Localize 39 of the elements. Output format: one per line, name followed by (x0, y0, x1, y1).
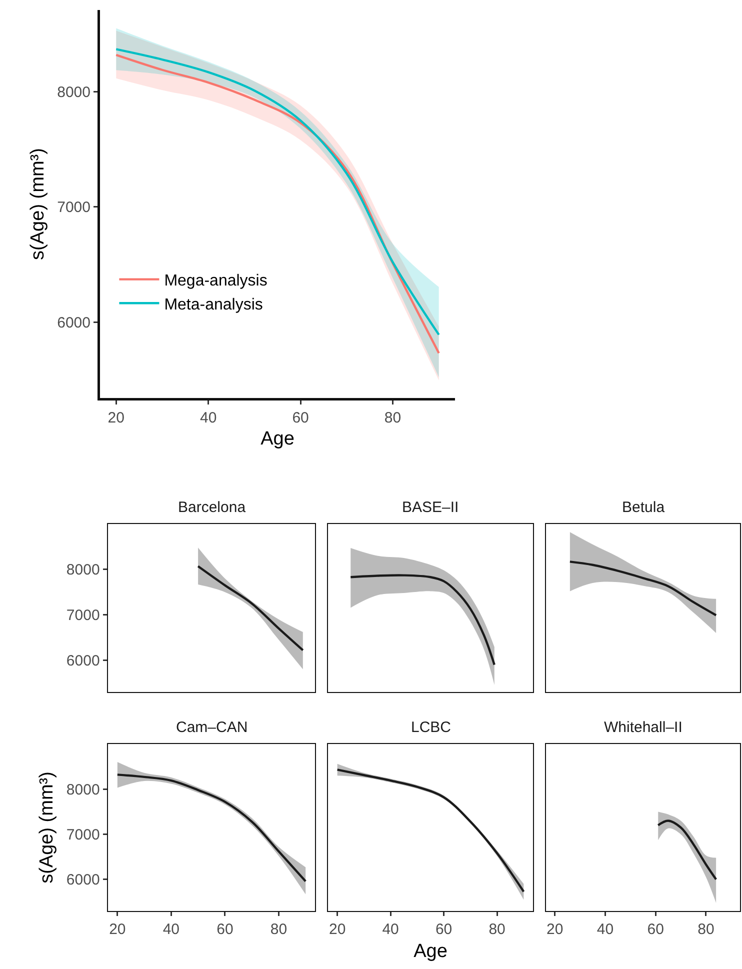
x-tick-label: 40 (200, 410, 217, 426)
x-tick-label: 40 (382, 921, 399, 938)
x-tick-label: 40 (162, 921, 180, 938)
y-tick-label: 6000 (57, 314, 90, 332)
y-tick-label: 8000 (66, 781, 100, 798)
y-tick-label: 7000 (66, 826, 100, 844)
x-tick-label: 60 (435, 921, 452, 938)
x-tick-label: 20 (546, 921, 564, 938)
chart-title: LCBC (411, 719, 452, 736)
y-tick-label: 7000 (66, 607, 100, 624)
x-tick-label: 20 (328, 921, 346, 938)
y-tick-label: 6000 (66, 872, 100, 889)
x-tick-label: 80 (488, 921, 506, 938)
y-tick-label: 6000 (66, 652, 100, 670)
chart-title: Cam–CAN (176, 719, 248, 736)
x-tick-label: 60 (647, 921, 664, 938)
y-tick-label: 8000 (57, 84, 90, 101)
chart-title: Betula (622, 499, 666, 516)
x-tick-label: 80 (698, 921, 714, 938)
y-axis-title: s(Age) (mm³) (36, 772, 58, 884)
x-axis-title: Age (260, 428, 294, 450)
line-series (196, 565, 304, 652)
legend-label: Mega-analysis (164, 272, 268, 290)
chart-title: Barcelona (178, 499, 246, 516)
x-tick-label: 60 (292, 410, 309, 426)
x-tick-label: 40 (596, 921, 614, 938)
legend-label: Meta-analysis (164, 296, 263, 314)
chart-title: BASE–II (402, 499, 459, 516)
x-tick-label: 20 (108, 410, 124, 426)
chart-title: Whitehall–II (604, 719, 682, 736)
x-tick-label: 80 (270, 921, 288, 938)
y-tick-label: 8000 (66, 562, 100, 579)
y-axis-title: s(Age) (mm³) (28, 148, 49, 260)
x-tick-label: 80 (384, 410, 402, 426)
line-series (116, 774, 307, 882)
x-tick-label: 20 (109, 921, 126, 938)
x-axis-title: Age (414, 940, 448, 962)
y-tick-label: 7000 (57, 199, 90, 216)
x-tick-label: 60 (216, 921, 234, 938)
